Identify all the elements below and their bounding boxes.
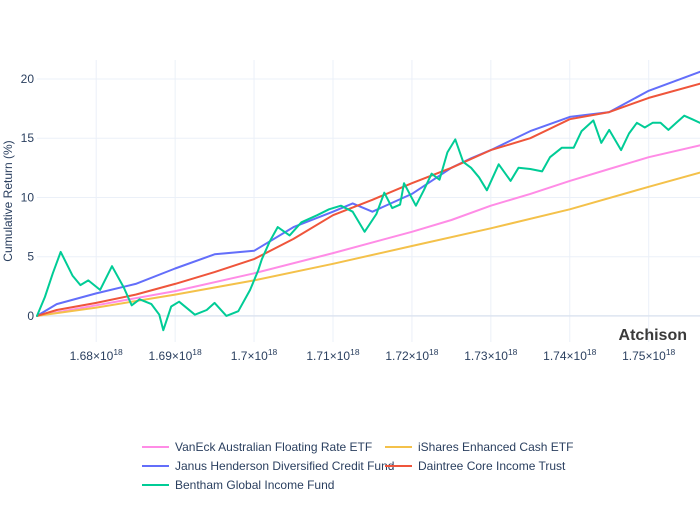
y-tick-label: 20 [21, 72, 35, 86]
x-tick-label: 1.72×1018 [385, 347, 438, 363]
legend-label: iShares Enhanced Cash ETF [418, 440, 573, 454]
x-tick-exponent: 18 [429, 347, 439, 357]
legend-label: VanEck Australian Floating Rate ETF [175, 440, 372, 454]
x-tick-exponent: 18 [666, 347, 676, 357]
x-tick-exponent: 18 [350, 347, 360, 357]
x-tick-multiplier: ×10 [488, 349, 509, 363]
x-tick-mantissa: 1.7 [231, 349, 248, 363]
x-tick-multiplier: ×10 [645, 349, 666, 363]
x-tick-multiplier: ×10 [330, 349, 351, 363]
x-tick-exponent: 18 [587, 347, 597, 357]
legend-label: Janus Henderson Diversified Credit Fund [175, 459, 394, 473]
x-tick-label: 1.73×1018 [464, 347, 517, 363]
y-tick-label: 0 [27, 309, 34, 323]
x-tick-label: 1.74×1018 [543, 347, 596, 363]
x-tick-exponent: 18 [508, 347, 518, 357]
legend-label: Daintree Core Income Trust [418, 459, 566, 473]
x-tick-mantissa: 1.68 [70, 349, 94, 363]
x-tick-label: 1.69×1018 [149, 347, 202, 363]
x-tick-multiplier: ×10 [93, 349, 114, 363]
x-tick-multiplier: ×10 [567, 349, 588, 363]
x-tick-label: 1.75×1018 [622, 347, 675, 363]
x-tick-multiplier: ×10 [409, 349, 430, 363]
x-tick-mantissa: 1.72 [385, 349, 409, 363]
x-tick-mantissa: 1.75 [622, 349, 646, 363]
series-line [36, 70, 700, 317]
x-tick-multiplier: ×10 [172, 349, 193, 363]
series-line [36, 82, 700, 317]
x-tick-mantissa: 1.71 [306, 349, 330, 363]
x-tick-exponent: 18 [192, 347, 202, 357]
x-tick-label: 1.7×1018 [231, 347, 278, 363]
x-tick-multiplier: ×10 [247, 349, 268, 363]
y-tick-label: 5 [27, 250, 34, 264]
series-lines [36, 70, 700, 332]
axes: 1.68×1018 1.69×1018 1.7×1018 1.71×1018 1.72×… [21, 72, 676, 363]
legend: VanEck Australian Floating Rate ETF iShar… [142, 440, 573, 492]
x-tick-mantissa: 1.69 [149, 349, 173, 363]
x-tick-mantissa: 1.73 [464, 349, 488, 363]
x-tick-label: 1.68×1018 [70, 347, 123, 363]
y-axis-title: Cumulative Return (%) [1, 140, 15, 261]
series-line [36, 144, 700, 317]
x-tick-label: 1.71×1018 [306, 347, 359, 363]
y-tick-label: 10 [21, 190, 35, 204]
x-tick-exponent: 18 [268, 347, 278, 357]
y-tick-label: 15 [21, 131, 35, 145]
watermark-logo: Atchison [619, 327, 687, 344]
series-line [36, 114, 700, 332]
x-tick-exponent: 18 [113, 347, 123, 357]
x-tick-mantissa: 1.74 [543, 349, 567, 363]
legend-label: Bentham Global Income Fund [175, 478, 334, 492]
